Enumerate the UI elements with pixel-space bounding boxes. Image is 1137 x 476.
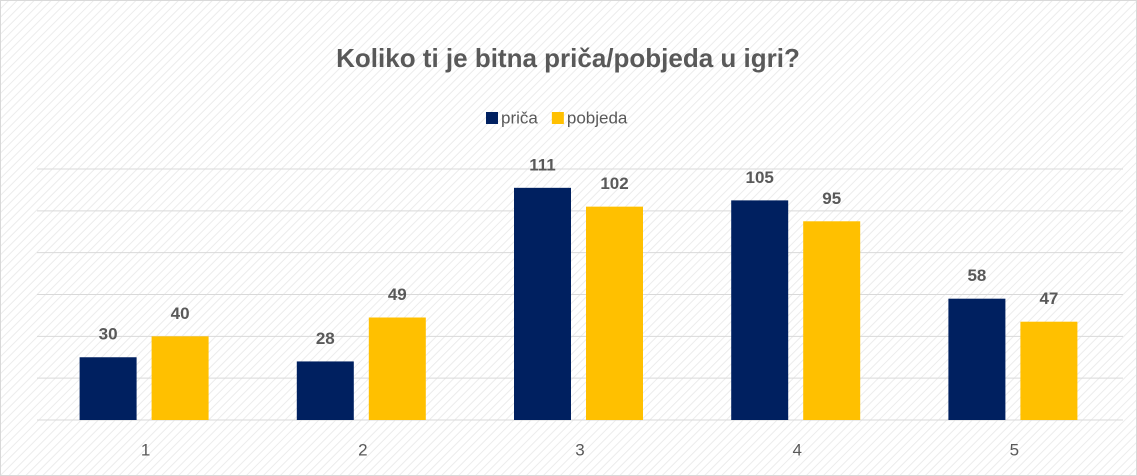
- legend-swatch: [486, 112, 498, 124]
- bar: [514, 187, 571, 420]
- x-tick-label: 3: [575, 440, 584, 459]
- data-label: 30: [99, 325, 118, 344]
- legend-swatch: [551, 112, 564, 124]
- x-tick-label: 4: [792, 440, 801, 459]
- bar: [296, 361, 354, 420]
- bar: [803, 221, 861, 420]
- x-tick-label: 5: [1010, 440, 1019, 459]
- data-label: 40: [171, 304, 190, 323]
- data-label: 95: [822, 189, 841, 208]
- data-label: 49: [388, 285, 407, 304]
- data-label: 47: [1039, 289, 1058, 308]
- legend-label: pobjeda: [567, 108, 628, 127]
- x-tick-label: 2: [358, 440, 367, 459]
- data-label: 111: [529, 155, 556, 174]
- bar: [151, 336, 209, 420]
- data-label: 105: [746, 168, 774, 187]
- data-label: 58: [967, 266, 986, 285]
- bar: [368, 317, 426, 420]
- bar: [1020, 321, 1078, 420]
- bar: [79, 357, 137, 420]
- bar: [586, 206, 643, 420]
- bar: [731, 200, 789, 420]
- data-label: 28: [316, 329, 335, 348]
- legend-label: priča: [501, 108, 538, 127]
- x-tick-label: 1: [141, 440, 150, 459]
- chart-title: Koliko ti je bitna priča/pobjeda u igri?: [336, 43, 800, 73]
- data-label: 102: [600, 174, 628, 193]
- bar: [948, 298, 1006, 420]
